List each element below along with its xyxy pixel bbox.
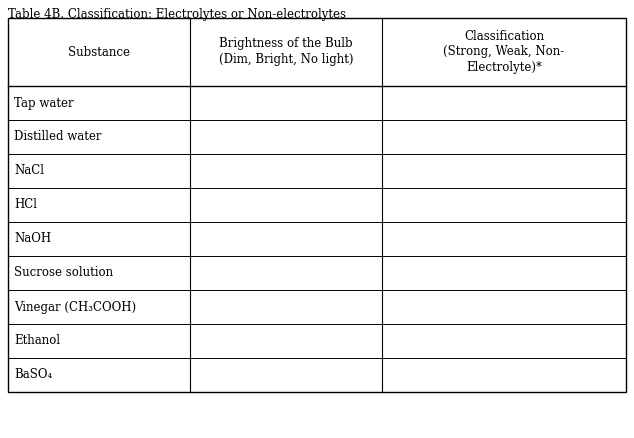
Text: NaOH: NaOH	[14, 233, 51, 246]
Text: Distilled water: Distilled water	[14, 131, 101, 144]
Text: BaSO₄: BaSO₄	[14, 368, 52, 381]
Text: Sucrose solution: Sucrose solution	[14, 266, 113, 279]
Text: Vinegar (CH₃COOH): Vinegar (CH₃COOH)	[14, 300, 136, 314]
Bar	[8, 18, 626, 392]
Text: Tap water: Tap water	[14, 96, 74, 110]
Text: Table 4B. Classification: Electrolytes or Non-electrolytes: Table 4B. Classification: Electrolytes o…	[8, 8, 346, 21]
Text: Classification
(Strong, Weak, Non-
Electrolyte)*: Classification (Strong, Weak, Non- Elect…	[443, 29, 565, 74]
Text: Substance: Substance	[68, 46, 130, 59]
Text: HCl: HCl	[14, 198, 37, 212]
Text: Brightness of the Bulb
(Dim, Bright, No light): Brightness of the Bulb (Dim, Bright, No …	[219, 38, 353, 67]
Text: NaCl: NaCl	[14, 165, 44, 177]
Text: Ethanol: Ethanol	[14, 335, 60, 347]
